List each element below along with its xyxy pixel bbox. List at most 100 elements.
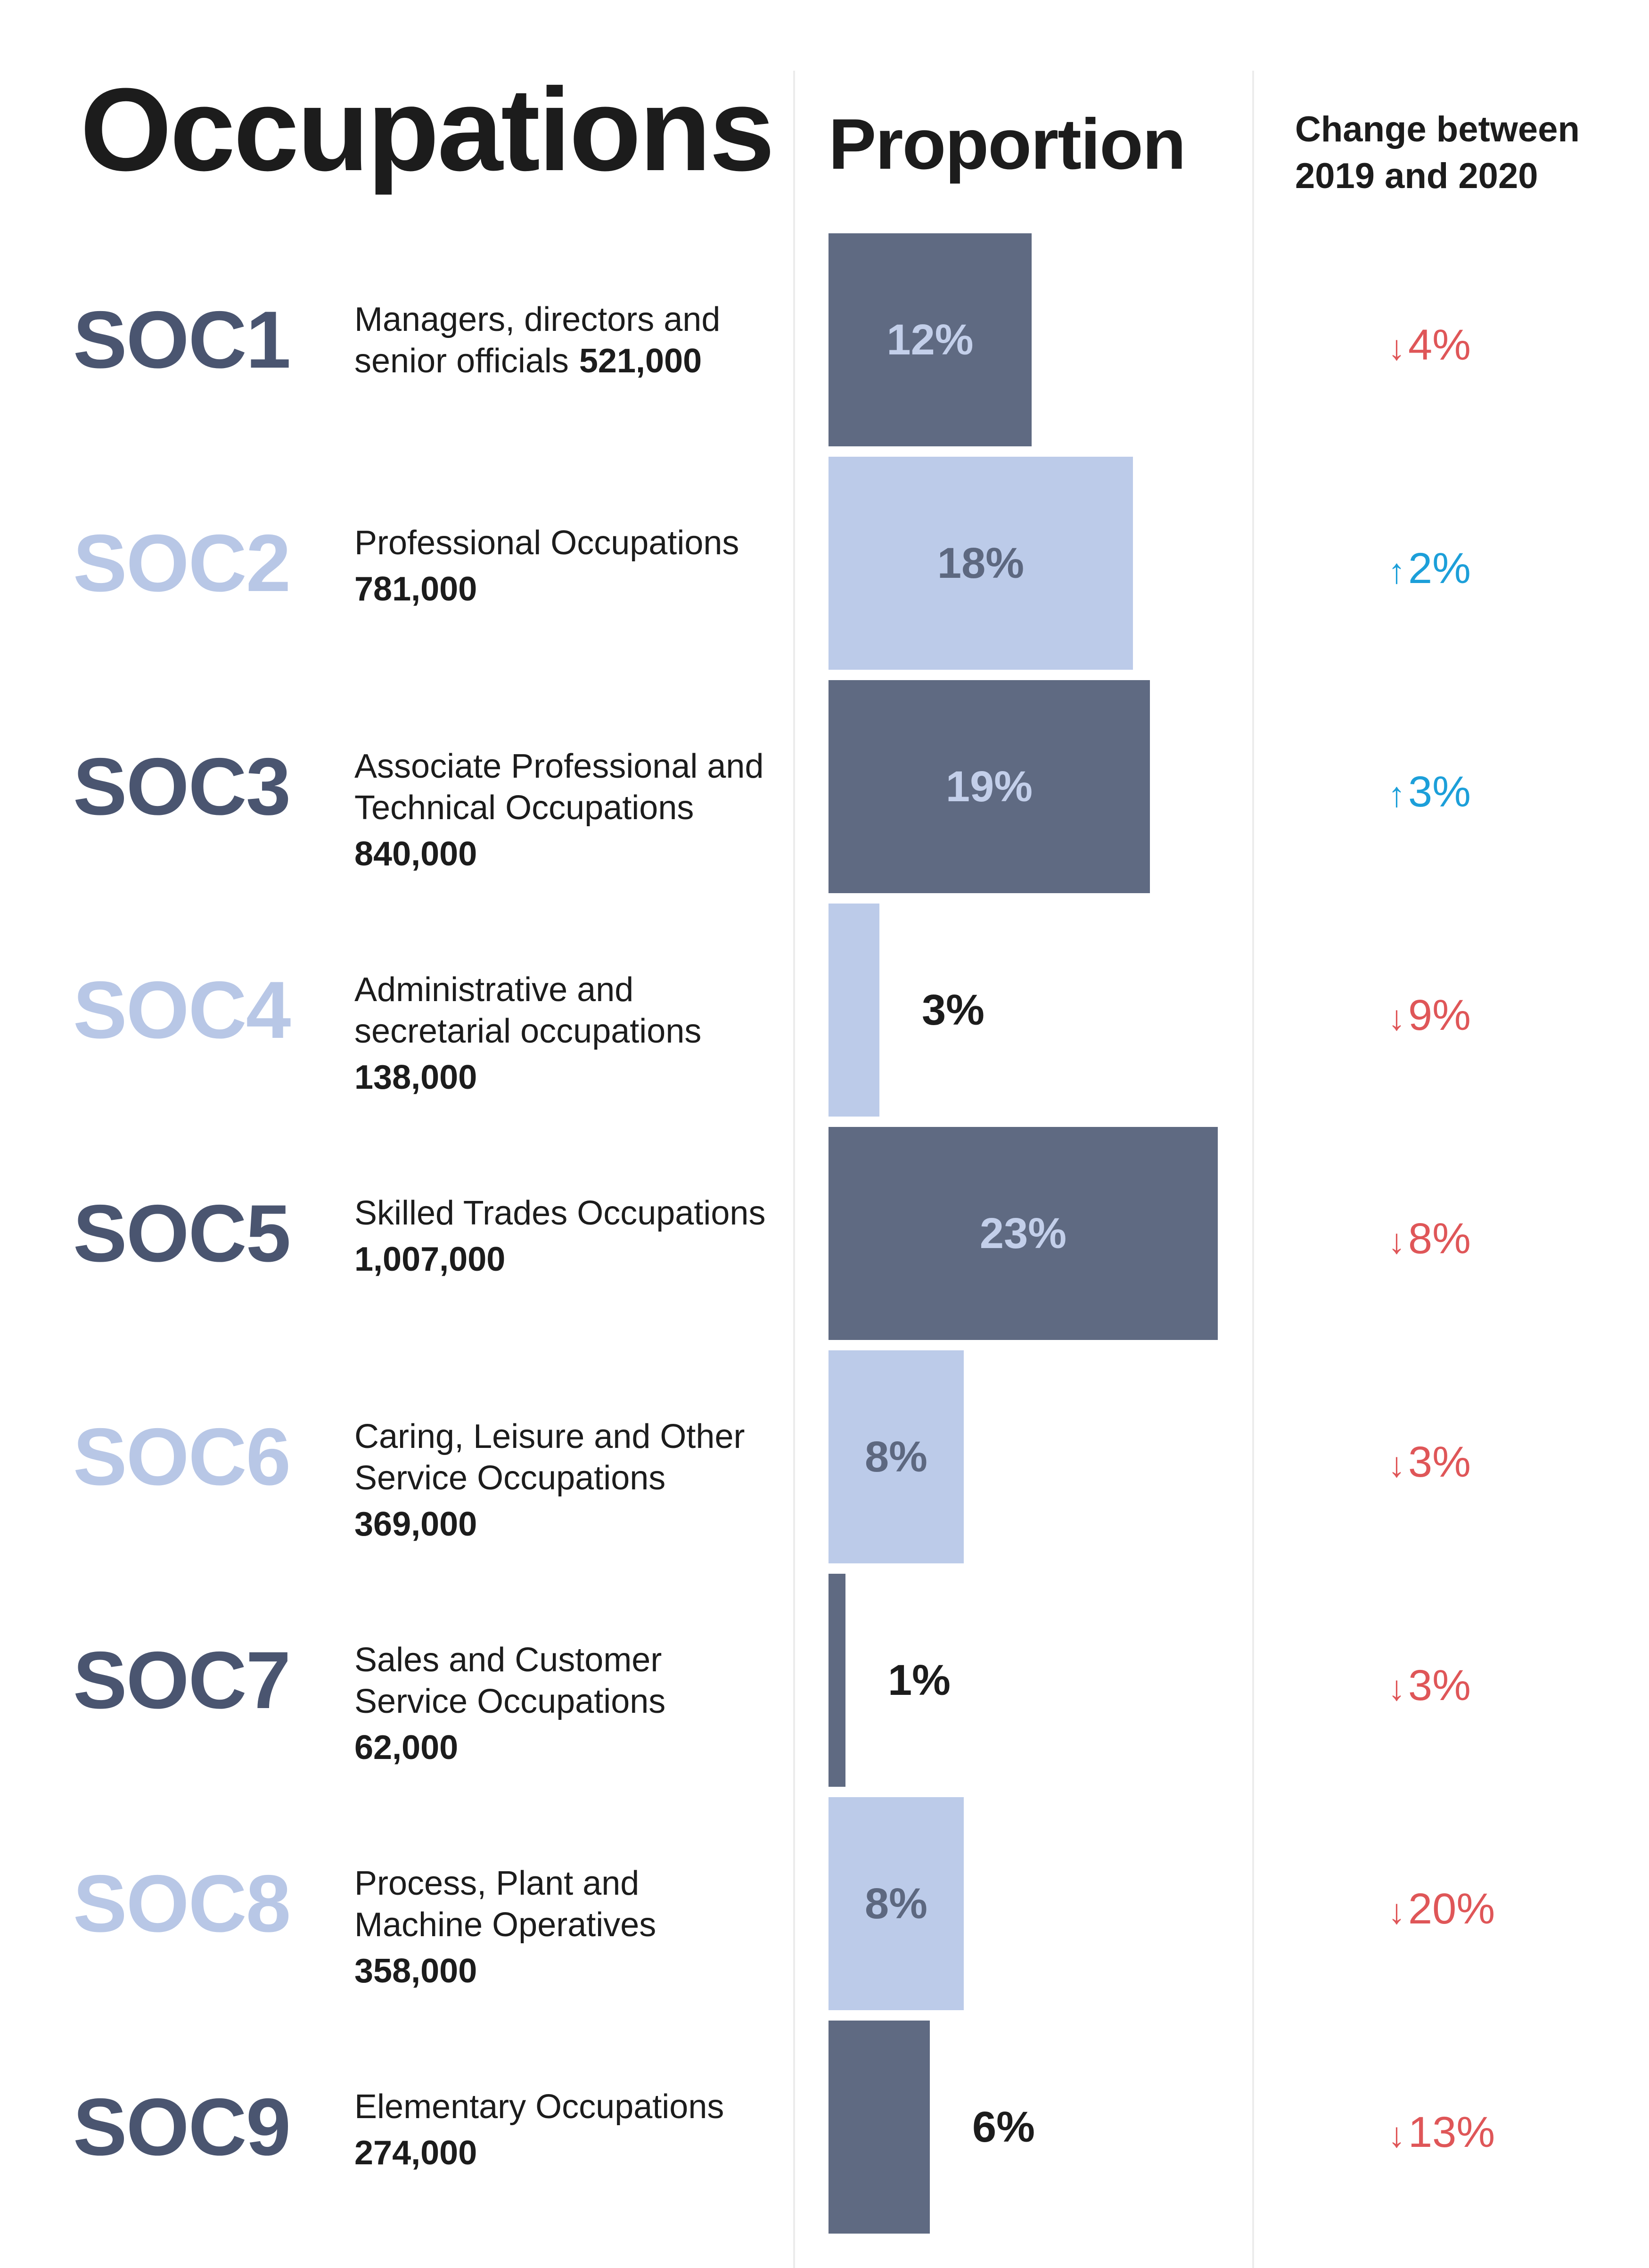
arrow-up-icon: ↑ [1388, 551, 1405, 591]
occupation-name-line1: Skilled Trades Occupations [354, 1194, 766, 1232]
table-row: SOC1 Managers, directors and senior offici… [0, 233, 1649, 457]
proportion-bar [829, 1797, 964, 2010]
occupation-description: Associate Professional and Technical Occu… [354, 746, 779, 875]
soc-code: SOC7 [73, 1635, 291, 1726]
occupation-name-line2: Service Occupations [354, 1459, 666, 1497]
proportion-bar [829, 904, 879, 1117]
table-row: SOC2 Professional Occupations 781,000 18% ↑2… [0, 457, 1649, 680]
change-label: 3% [1408, 1661, 1471, 1709]
change-heading-line2: 2019 and 2020 [1295, 156, 1538, 196]
proportion-bar [829, 1574, 845, 1787]
proportion-label: 19% [945, 763, 1033, 811]
occupation-description: Professional Occupations 781,000 [354, 523, 779, 610]
occupation-name-line1: Associate Professional and [354, 748, 764, 785]
occupation-count: 358,000 [354, 1952, 477, 1990]
change-label: 9% [1408, 991, 1471, 1039]
table-row: SOC8 Process, Plant and Machine Operatives… [0, 1797, 1649, 2021]
proportion-bar [829, 1127, 1218, 1340]
change-label: 2% [1408, 544, 1471, 592]
proportion-bar [829, 2021, 930, 2234]
change-value: ↑3% [1388, 680, 1471, 904]
soc-code: SOC9 [73, 2082, 291, 2172]
occupation-description: Process, Plant and Machine Operatives 358,… [354, 1863, 779, 1992]
table-row: SOC5 Skilled Trades Occupations 1,007,000 2… [0, 1127, 1649, 1350]
table-row: SOC4 Administrative and secretarial occupa… [0, 904, 1649, 1127]
change-label: 13% [1408, 2108, 1495, 2156]
column-divider-left [793, 71, 795, 2268]
change-heading-line1: Change between [1295, 109, 1580, 149]
page-title: Occupations [80, 64, 775, 195]
soc-code: SOC3 [73, 741, 291, 832]
column-divider-right [1252, 71, 1254, 2268]
occupation-name-line1: Professional Occupations [354, 524, 739, 562]
proportion-label: 12% [886, 316, 974, 364]
occupation-description: Managers, directors and senior officials 5… [354, 299, 779, 382]
change-label: 3% [1408, 1438, 1471, 1486]
occupation-description: Sales and Customer Service Occupations 62,… [354, 1640, 779, 1768]
proportion-bar [829, 457, 1133, 670]
proportion-label: 1% [888, 1656, 951, 1704]
soc-code: SOC2 [73, 518, 291, 608]
arrow-down-icon: ↓ [1388, 328, 1405, 367]
arrow-up-icon: ↑ [1388, 775, 1405, 814]
change-value: ↓8% [1388, 1127, 1471, 1350]
change-value: ↓13% [1388, 2021, 1495, 2244]
occupation-name-line1: Sales and Customer [354, 1641, 662, 1679]
proportion-bar [829, 233, 1032, 446]
occupation-name-line1: Elementary Occupations [354, 2088, 724, 2126]
proportion-bar [829, 1350, 964, 1563]
change-label: 20% [1408, 1885, 1495, 1933]
change-value: ↑2% [1388, 457, 1471, 680]
occupation-name-line1: Managers, directors and [354, 301, 721, 338]
change-label: 3% [1408, 768, 1471, 816]
arrow-down-icon: ↓ [1388, 1892, 1405, 1931]
table-row: SOC6 Caring, Leisure and Other Service Occ… [0, 1350, 1649, 1574]
occupation-count: 781,000 [354, 570, 477, 608]
proportion-bar [829, 680, 1150, 893]
occupation-count: 369,000 [354, 1505, 477, 1543]
change-value: ↓9% [1388, 904, 1471, 1127]
occupation-name-line2: Service Occupations [354, 1682, 666, 1720]
soc-code: SOC8 [73, 1858, 291, 1949]
occupation-description: Elementary Occupations 274,000 [354, 2087, 779, 2174]
occupation-name-line2: senior officials [354, 342, 569, 380]
proportion-label: 23% [979, 1209, 1067, 1257]
occupation-description: Caring, Leisure and Other Service Occupat… [354, 1416, 779, 1545]
soc-code: SOC5 [73, 1188, 291, 1279]
occupation-count: 138,000 [354, 1058, 477, 1096]
change-value: ↓3% [1388, 1350, 1471, 1574]
soc-code: SOC6 [73, 1412, 291, 1502]
occupation-description: Skilled Trades Occupations 1,007,000 [354, 1193, 779, 1281]
proportion-heading: Proportion [829, 104, 1186, 184]
table-row: SOC3 Associate Professional and Technical … [0, 680, 1649, 904]
proportion-label: 6% [972, 2103, 1035, 2151]
arrow-down-icon: ↓ [1388, 998, 1405, 1037]
change-heading: Change between 2019 and 2020 [1295, 107, 1580, 200]
occupation-name-line2: Machine Operatives [354, 1906, 656, 1944]
occupation-name-line1: Caring, Leisure and Other [354, 1418, 745, 1455]
occupation-count: 62,000 [354, 1728, 459, 1767]
soc-code: SOC4 [73, 965, 291, 1055]
occupation-count: 274,000 [354, 2134, 477, 2172]
soc-code: SOC1 [73, 295, 291, 385]
arrow-down-icon: ↓ [1388, 1222, 1405, 1261]
occupation-name-line1: Administrative and [354, 971, 634, 1009]
change-label: 8% [1408, 1215, 1471, 1263]
arrow-down-icon: ↓ [1388, 1668, 1405, 1708]
change-value: ↓3% [1388, 1574, 1471, 1797]
proportion-label: 3% [922, 986, 984, 1034]
proportion-label: 18% [937, 539, 1025, 587]
arrow-down-icon: ↓ [1388, 2115, 1405, 2154]
table-row: SOC9 Elementary Occupations 274,000 6% ↓13% [0, 2021, 1649, 2244]
change-value: ↓20% [1388, 1797, 1495, 2021]
occupation-name-line2: secretarial occupations [354, 1012, 702, 1050]
proportion-label: 8% [865, 1880, 927, 1928]
table-row: SOC7 Sales and Customer Service Occupation… [0, 1574, 1649, 1797]
change-label: 4% [1408, 321, 1471, 369]
occupation-count: 521,000 [579, 342, 702, 380]
occupation-count: 840,000 [354, 835, 477, 873]
proportion-label: 8% [865, 1433, 927, 1481]
occupation-name-line2: Technical Occupations [354, 789, 694, 827]
occupation-count: 1,007,000 [354, 1240, 506, 1278]
arrow-down-icon: ↓ [1388, 1445, 1405, 1484]
